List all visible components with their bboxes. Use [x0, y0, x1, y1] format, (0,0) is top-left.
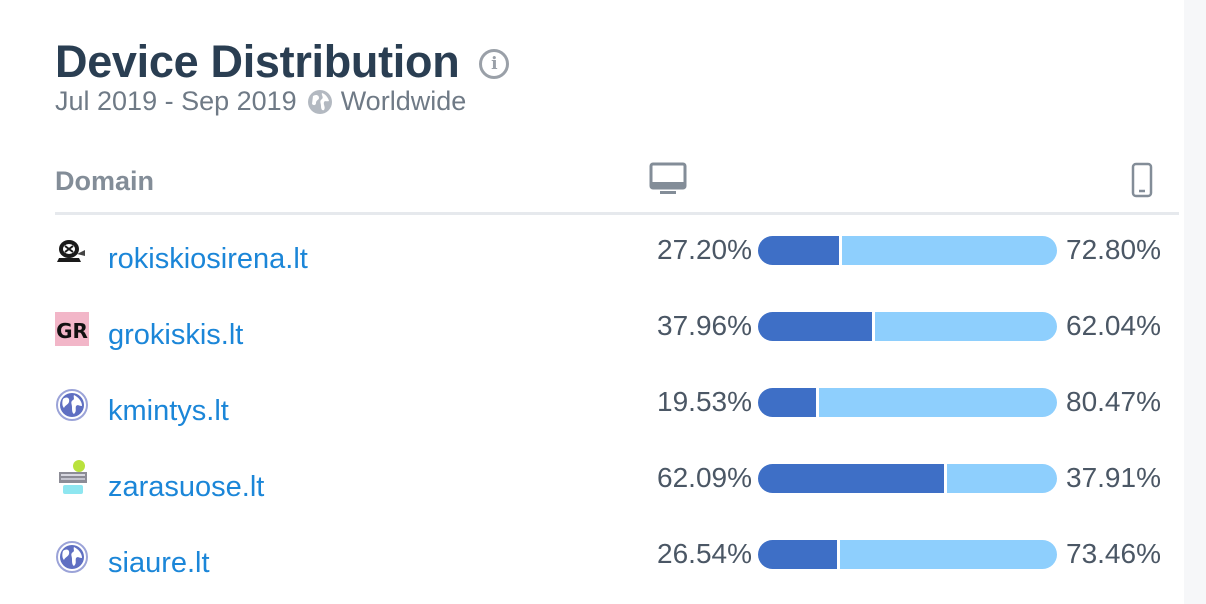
desktop-share-label: 62.09%: [657, 462, 752, 493]
mobile-share-label: 37.91%: [1066, 462, 1161, 493]
desktop-share-label: 27.20%: [657, 234, 752, 265]
gr-logo-icon: GR: [55, 312, 89, 346]
subtitle: Jul 2019 - Sep 2019 Worldwide: [55, 86, 466, 117]
device-share-bar: [758, 236, 1057, 265]
mobile-share-label: 73.46%: [1066, 538, 1161, 569]
desktop-share-segment: [758, 312, 872, 341]
desktop-share-segment: [758, 236, 840, 265]
segment-divider: [839, 236, 843, 265]
desktop-share-label: 26.54%: [657, 538, 752, 569]
segment-divider: [837, 540, 841, 569]
device-share-bar: [758, 312, 1057, 341]
domain-link[interactable]: rokiskiosirena.lt: [108, 243, 308, 275]
desktop-share-label: 19.53%: [657, 386, 752, 417]
domain-link[interactable]: grokiskis.lt: [108, 319, 244, 351]
table-row: siaure.lt 26.54% 73.46%: [0, 0, 1184, 579]
domain-link[interactable]: zarasuose.lt: [108, 471, 265, 503]
mobile-share-segment: [874, 312, 1057, 341]
svg-text:GR: GR: [56, 319, 88, 343]
globe-favicon-icon: [55, 388, 89, 422]
table-header: Domain: [55, 162, 1179, 214]
mobile-share-segment: [842, 236, 1057, 265]
segment-divider: [871, 312, 875, 341]
mobile-share-label: 72.80%: [1066, 234, 1161, 265]
info-icon[interactable]: i: [479, 49, 510, 79]
table-row: rokiskiosirena.lt 27.20% 72.80%: [0, 0, 1184, 275]
device-share-bar: [758, 388, 1057, 417]
zarasuose-logo-icon: [55, 460, 89, 494]
table-row: GR grokiskis.lt 37.96% 62.04%: [0, 0, 1184, 351]
rokiskiosirena-logo-icon: [55, 236, 89, 270]
desktop-share-segment: [758, 540, 838, 569]
desktop-share-segment: [758, 388, 817, 417]
device-share-bar: [758, 540, 1057, 569]
device-share-bar: [758, 464, 1057, 493]
column-header-domain[interactable]: Domain: [55, 166, 155, 196]
table-row: kmintys.lt 19.53% 80.47%: [0, 0, 1184, 427]
mobile-share-segment: [946, 464, 1057, 493]
domain-link[interactable]: siaure.lt: [108, 547, 210, 579]
segment-divider: [816, 388, 820, 417]
page-title: Device Distribution: [55, 36, 460, 87]
desktop-share-label: 37.96%: [657, 310, 752, 341]
table-row: zarasuose.lt 62.09% 37.91%: [0, 0, 1184, 503]
globe-icon: [307, 89, 333, 115]
domain-link[interactable]: kmintys.lt: [108, 395, 229, 427]
globe-favicon-icon: [55, 540, 89, 574]
segment-divider: [943, 464, 947, 493]
mobile-share-segment: [840, 540, 1057, 569]
mobile-share-label: 62.04%: [1066, 310, 1161, 341]
page-edge: [1184, 0, 1206, 604]
mobile-share-label: 80.47%: [1066, 386, 1161, 417]
date-range: Jul 2019 - Sep 2019: [55, 86, 297, 116]
desktop-share-segment: [758, 464, 944, 493]
mobile-phone-icon: [1131, 162, 1153, 203]
header-divider: [55, 212, 1179, 215]
region-label: Worldwide: [340, 86, 467, 116]
desktop-monitor-icon: [649, 162, 687, 201]
mobile-share-segment: [819, 388, 1057, 417]
title-row: Device Distribution i: [55, 36, 510, 88]
